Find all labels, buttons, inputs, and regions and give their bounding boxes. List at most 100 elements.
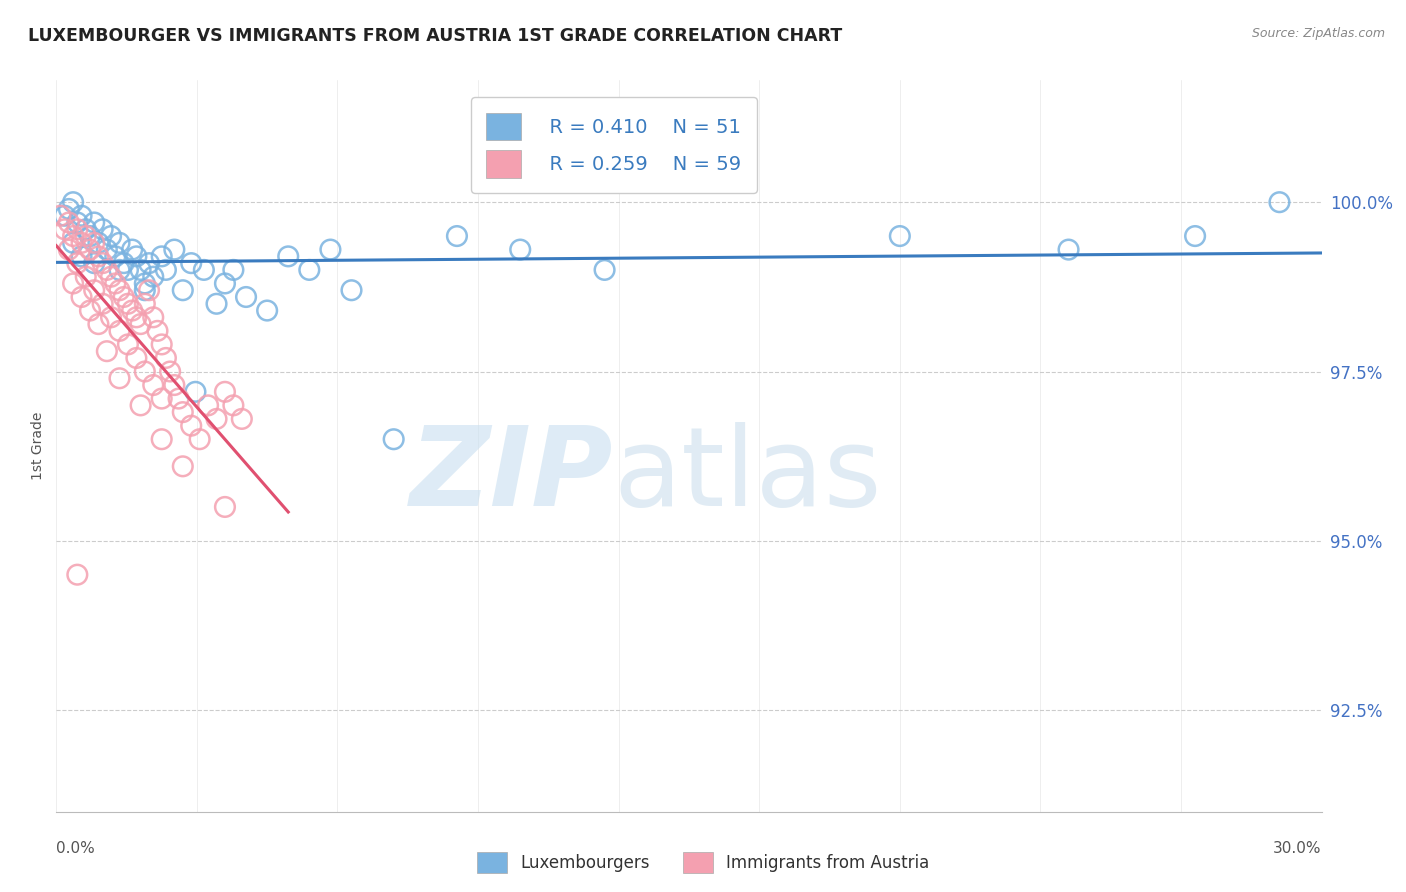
Point bbox=[146, 324, 169, 338]
Point bbox=[172, 283, 194, 297]
Point bbox=[298, 263, 321, 277]
Point bbox=[75, 229, 97, 244]
Point bbox=[121, 243, 143, 257]
Point bbox=[75, 269, 97, 284]
Point bbox=[108, 324, 131, 338]
Point bbox=[117, 263, 139, 277]
Point bbox=[91, 256, 114, 270]
Point bbox=[58, 202, 80, 216]
Point bbox=[129, 263, 152, 277]
Point bbox=[150, 392, 173, 406]
Point bbox=[96, 263, 118, 277]
Point bbox=[142, 269, 165, 284]
Text: Source: ZipAtlas.com: Source: ZipAtlas.com bbox=[1251, 27, 1385, 40]
Point bbox=[159, 364, 181, 378]
Point bbox=[66, 215, 89, 229]
Point bbox=[235, 290, 257, 304]
Point bbox=[205, 412, 228, 426]
Point bbox=[66, 567, 89, 582]
Point bbox=[138, 283, 160, 297]
Point bbox=[100, 310, 122, 325]
Text: ZIP: ZIP bbox=[409, 422, 613, 529]
Point bbox=[188, 432, 211, 446]
Point bbox=[889, 229, 911, 244]
Point bbox=[172, 459, 194, 474]
Point bbox=[96, 344, 118, 359]
Point bbox=[117, 297, 139, 311]
Point bbox=[1057, 243, 1080, 257]
Point bbox=[49, 209, 72, 223]
Point bbox=[100, 269, 122, 284]
Point bbox=[125, 249, 148, 263]
Point bbox=[53, 209, 76, 223]
Point bbox=[104, 249, 127, 263]
Point bbox=[87, 249, 110, 263]
Point bbox=[446, 229, 468, 244]
Point bbox=[117, 337, 139, 351]
Point bbox=[180, 256, 202, 270]
Point bbox=[134, 283, 156, 297]
Point bbox=[66, 256, 89, 270]
Point bbox=[79, 229, 101, 244]
Point bbox=[138, 256, 160, 270]
Point bbox=[83, 256, 105, 270]
Point bbox=[163, 378, 186, 392]
Point bbox=[180, 418, 202, 433]
Point bbox=[214, 384, 236, 399]
Point bbox=[277, 249, 299, 263]
Point bbox=[125, 351, 148, 365]
Point bbox=[62, 229, 84, 244]
Point bbox=[167, 392, 190, 406]
Point bbox=[100, 229, 122, 244]
Point bbox=[87, 235, 110, 250]
Point bbox=[172, 405, 194, 419]
Point bbox=[58, 215, 80, 229]
Point bbox=[108, 283, 131, 297]
Point bbox=[70, 235, 93, 250]
Point bbox=[108, 235, 131, 250]
Legend:   R = 0.410    N = 51,   R = 0.259    N = 59: R = 0.410 N = 51, R = 0.259 N = 59 bbox=[471, 97, 756, 194]
Point bbox=[62, 195, 84, 210]
Point bbox=[134, 277, 156, 291]
Point bbox=[142, 310, 165, 325]
Point bbox=[66, 222, 89, 236]
Point bbox=[75, 222, 97, 236]
Point bbox=[222, 398, 245, 412]
Point bbox=[83, 215, 105, 229]
Point bbox=[104, 277, 127, 291]
Point bbox=[58, 243, 80, 257]
Point bbox=[125, 310, 148, 325]
Point bbox=[150, 337, 173, 351]
Text: 0.0%: 0.0% bbox=[56, 841, 96, 856]
Point bbox=[70, 290, 93, 304]
Point bbox=[214, 500, 236, 514]
Point bbox=[1268, 195, 1291, 210]
Point bbox=[163, 243, 186, 257]
Point bbox=[222, 263, 245, 277]
Point bbox=[184, 384, 207, 399]
Legend: Luxembourgers, Immigrants from Austria: Luxembourgers, Immigrants from Austria bbox=[470, 846, 936, 880]
Point bbox=[155, 263, 177, 277]
Point bbox=[319, 243, 342, 257]
Point bbox=[53, 222, 76, 236]
Point bbox=[108, 263, 131, 277]
Point bbox=[509, 243, 531, 257]
Point bbox=[70, 249, 93, 263]
Point bbox=[134, 364, 156, 378]
Point bbox=[87, 317, 110, 331]
Point bbox=[1184, 229, 1206, 244]
Point bbox=[134, 297, 156, 311]
Point bbox=[197, 398, 219, 412]
Text: LUXEMBOURGER VS IMMIGRANTS FROM AUSTRIA 1ST GRADE CORRELATION CHART: LUXEMBOURGER VS IMMIGRANTS FROM AUSTRIA … bbox=[28, 27, 842, 45]
Point bbox=[214, 277, 236, 291]
Text: 30.0%: 30.0% bbox=[1274, 841, 1322, 856]
Text: atlas: atlas bbox=[613, 422, 882, 529]
Point bbox=[112, 290, 135, 304]
Point bbox=[142, 378, 165, 392]
Y-axis label: 1st Grade: 1st Grade bbox=[31, 412, 45, 480]
Point bbox=[108, 371, 131, 385]
Point bbox=[121, 303, 143, 318]
Point bbox=[193, 263, 215, 277]
Point bbox=[150, 249, 173, 263]
Point bbox=[112, 256, 135, 270]
